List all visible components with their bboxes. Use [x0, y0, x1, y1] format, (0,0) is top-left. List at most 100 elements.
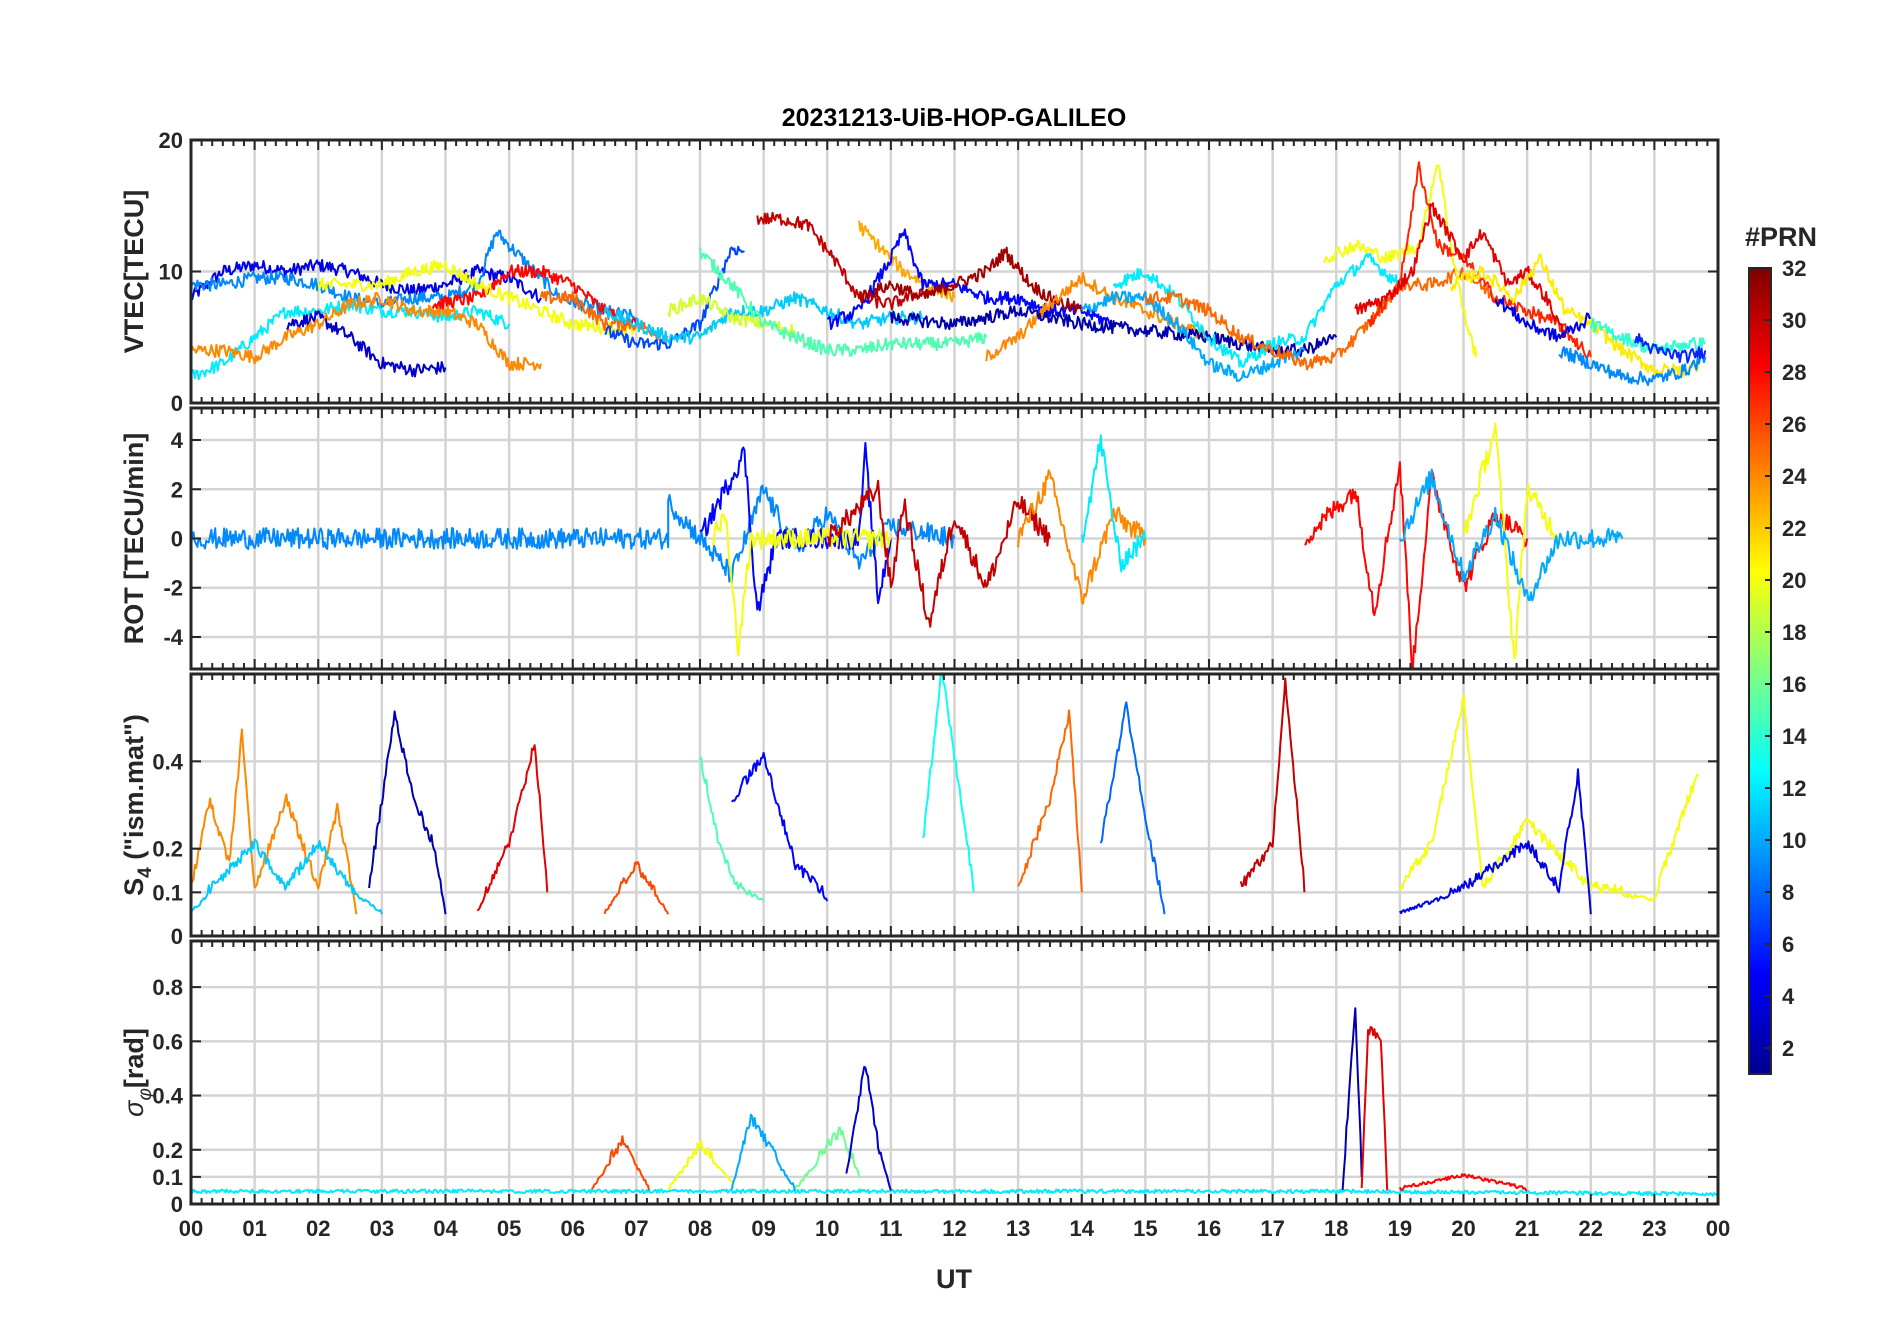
x-tick-label: 10: [815, 1216, 839, 1241]
series-group-rot: [191, 422, 1624, 669]
series-prn-15-vtec-11: [699, 247, 988, 357]
series-prn-14-vtec-27: [1589, 317, 1707, 355]
series-prn-30-s4-10: [1239, 677, 1306, 893]
colorbar-tick-label: 26: [1782, 412, 1806, 437]
y-tick-label-sigma_phi: 0.4: [152, 1084, 183, 1109]
series-prn-20-rot-7: [1462, 422, 1560, 660]
panel-s4: 0 0.1 0.2 0.4S4 ("ism.mat"): [119, 672, 1720, 949]
x-tick-label: 00: [1706, 1216, 1730, 1241]
y-tick-label-sigma_phi: 0.1: [152, 1165, 183, 1190]
series-prn-30-vtec-12: [756, 211, 956, 311]
series-prn-3-vtec-3: [285, 310, 447, 378]
y-tick-label-sigma_phi: 0: [171, 1192, 183, 1217]
x-tick-label: 13: [1006, 1216, 1030, 1241]
series-prn-29-s4-3: [476, 744, 549, 912]
series-group-sigma_phi: [191, 1007, 1718, 1197]
series-prn-9-rot-0: [191, 484, 956, 584]
colorbar-tick-label: 10: [1782, 828, 1806, 853]
x-tick-label: 08: [688, 1216, 712, 1241]
series-prn-24-s4-0: [191, 728, 358, 915]
series-group-s4: [191, 674, 1700, 915]
y-tick-label-s4: 0: [171, 924, 183, 949]
series-prn-2-sigma_phi-6: [1341, 1007, 1363, 1191]
colorbar-tick-label: 16: [1782, 672, 1806, 697]
x-tick-label: 02: [306, 1216, 330, 1241]
y-tick-label-s4: 0.2: [152, 837, 183, 862]
chart-title: 20231213-UiB-HOP-GALILEO: [782, 104, 1127, 132]
y-tick-label-rot: -2: [163, 576, 183, 601]
series-prn-21-vtec-24: [1449, 253, 1700, 378]
series-prn-5-rot-1: [699, 441, 892, 612]
series-prn-11-s4-1: [191, 838, 383, 915]
x-tick-label: 06: [561, 1216, 585, 1241]
series-prn-10-sigma_phi-3: [730, 1113, 797, 1191]
series-prn-24-rot-4: [1017, 469, 1147, 605]
series-prn-20-s4-11: [1398, 694, 1700, 902]
series-prn-12-vtec-19: [1112, 252, 1401, 368]
panel-sigma_phi: 00.10.2 0.4 0.6 0.8 σφ[rad]: [119, 939, 1720, 1217]
colorbar-tick-label: 18: [1782, 620, 1806, 645]
y-tick-label-rot: -4: [163, 625, 183, 650]
series-prn-25-vtec-20: [1144, 267, 1497, 371]
series-prn-20-rot-2: [711, 513, 892, 657]
y-tick-label-vtec: 20: [159, 128, 183, 153]
panel-vtec: 0 10 20 VTEC[TECU]: [119, 128, 1720, 416]
x-tick-label: 19: [1388, 1216, 1412, 1241]
x-tick-label: 11: [879, 1216, 902, 1241]
y-axis-label-rot: ROT [TECU/min]: [119, 433, 149, 644]
series-prn-11-vtec-9: [603, 291, 924, 345]
y-tick-label-sigma_phi: 0.2: [152, 1138, 183, 1163]
series-prn-2-vtec-17: [889, 305, 1338, 358]
y-tick-label-s4: 0.1: [152, 880, 183, 905]
x-tick-label: 14: [1070, 1216, 1095, 1241]
series-prn-20-vtec-6: [317, 260, 638, 337]
x-tick-label: 05: [497, 1216, 521, 1241]
series-prn-25-vtec-7: [539, 290, 669, 343]
series-prn-10-vtec-18: [1080, 290, 1306, 382]
x-tick-label: 09: [751, 1216, 775, 1241]
series-prn-13-s4-7: [921, 674, 975, 893]
y-tick-label-vtec: 0: [171, 391, 183, 416]
x-tick-label: 22: [1579, 1216, 1603, 1241]
series-prn-28-rot-6: [1304, 461, 1529, 669]
series-prn-15-s4-5: [699, 756, 765, 902]
x-ticks: 00 01 02 03 04 05 06 07 08 09 10 11 12 13 14 15 16 17 18 19…: [179, 1216, 1730, 1241]
series-prn-4-vtec-25: [1494, 297, 1592, 343]
series-prn-12-sigma_phi-0: [191, 1188, 1718, 1197]
y-tick-label-sigma_phi: 0.8: [152, 975, 183, 1000]
x-tick-label: 03: [370, 1216, 394, 1241]
colorbar-tick-label: 32: [1782, 256, 1806, 281]
x-tick-label: 17: [1260, 1216, 1284, 1241]
x-tick-label: 12: [942, 1216, 966, 1241]
colorbar-tick-label: 2: [1782, 1036, 1794, 1061]
colorbar-tick-label: 12: [1782, 776, 1806, 801]
colorbar-bar: [1748, 267, 1772, 1075]
series-group-vtec: [191, 161, 1707, 386]
series-prn-31-vtec-15: [858, 246, 1083, 314]
x-tick-label: 18: [1324, 1216, 1348, 1241]
series-prn-25-s4-8: [1017, 709, 1083, 893]
y-tick-label-sigma_phi: 0.6: [152, 1029, 183, 1054]
series-prn-28-sigma_phi-8: [1398, 1173, 1528, 1192]
y-tick-label-rot: 0: [171, 527, 183, 552]
colorbar-tick-label: 6: [1782, 932, 1794, 957]
series-prn-6-vtec-28: [1634, 333, 1707, 364]
series-prn-29-sigma_phi-7: [1360, 1026, 1389, 1191]
colorbar-tick-label: 8: [1782, 880, 1794, 905]
series-prn-8-s4-9: [1099, 701, 1166, 915]
colorbar-label: #PRN: [1745, 222, 1817, 252]
series-prn-3-sigma_phi-5: [845, 1065, 892, 1191]
series-prn-4-s4-12: [1399, 768, 1592, 915]
series-prn-26-s4-4: [603, 860, 670, 915]
colorbar-tick-label: 14: [1782, 724, 1807, 749]
series-prn-20-vtec-21: [1322, 164, 1478, 358]
x-tick-label: 07: [624, 1216, 648, 1241]
series-prn-26-sigma_phi-1: [591, 1135, 651, 1191]
series-prn-4-vtec-0: [191, 259, 542, 304]
y-axis-label-s4: S4 ("ism.mat"): [119, 714, 156, 896]
series-prn-2-s4-2: [368, 710, 447, 915]
colorbar-tick-label: 28: [1782, 360, 1806, 385]
x-tick-label: 21: [1515, 1216, 1539, 1241]
